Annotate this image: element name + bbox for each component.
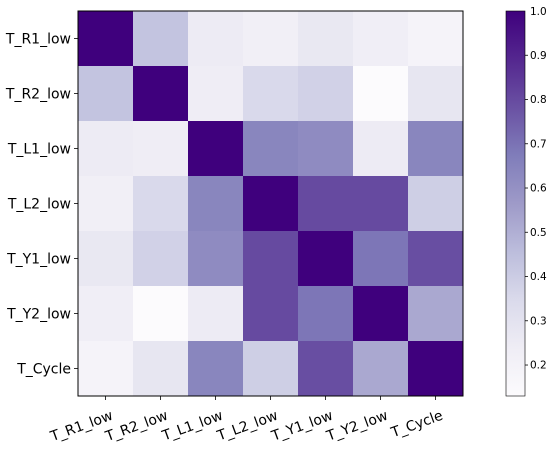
heatmap-cell-r2-c5	[353, 121, 409, 177]
heatmap-cell-r5-c5	[353, 286, 409, 342]
heatmap-cell-r5-c6	[408, 286, 464, 342]
row-label: T_R2_low	[5, 87, 71, 103]
heatmap-cell-r0-c0	[78, 11, 134, 67]
colorbar-tick-label: 0.4	[530, 271, 547, 283]
heatmap-cell-r1-c2	[188, 66, 244, 122]
heatmap-cell-r5-c3	[243, 286, 299, 342]
colorbar-top-label: 1.0	[530, 6, 547, 18]
colorbar-tick-label: 0.2	[530, 360, 547, 372]
row-label: T_L1_low	[7, 142, 71, 158]
heatmap-cell-r5-c2	[188, 286, 244, 342]
colorbar-tick-label: 0.5	[530, 227, 547, 239]
heatmap-cell-r4-c4	[298, 231, 354, 287]
row-label: T_Y1_low	[6, 252, 71, 268]
colorbar-tick-label: 0.6	[530, 183, 547, 195]
heatmap-cells	[78, 11, 464, 397]
heatmap-cell-r2-c1	[133, 121, 189, 177]
row-label: T_Y2_low	[6, 307, 71, 323]
heatmap-cell-r5-c4	[298, 286, 354, 342]
colorbar-tick-label: 0.9	[530, 50, 547, 62]
column-label: T_Y2_low	[324, 408, 390, 445]
column-label: T_L1_low	[159, 408, 225, 445]
heatmap-cell-r6-c2	[188, 341, 244, 397]
heatmap-cell-r1-c1	[133, 66, 189, 122]
heatmap-cell-r6-c0	[78, 341, 134, 397]
heatmap-cell-r0-c2	[188, 11, 244, 67]
row-label: T_Cycle	[16, 362, 71, 378]
heatmap-cell-r0-c6	[408, 11, 464, 67]
heatmap-cell-r3-c0	[78, 176, 134, 232]
column-label: T_R1_low	[48, 408, 116, 446]
heatmap-cell-r3-c6	[408, 176, 464, 232]
column-labels: T_R1_lowT_R2_lowT_L1_lowT_L2_lowT_Y1_low…	[48, 396, 445, 446]
heatmap-cell-r6-c1	[133, 341, 189, 397]
heatmap-cell-r5-c1	[133, 286, 189, 342]
heatmap-cell-r1-c4	[298, 66, 354, 122]
colorbar: 0.2 0.3 0.4 0.5 0.6 0.7 0.8 0.9 1.0	[505, 6, 547, 397]
heatmap-cell-r1-c0	[78, 66, 134, 122]
row-labels: T_R1_low T_R2_low T_L1_low T_L2_low T_Y1_low…	[5, 32, 78, 378]
row-label: T_L2_low	[7, 197, 71, 213]
heatmap-cell-r4-c3	[243, 231, 299, 287]
heatmap-cell-r4-c1	[133, 231, 189, 287]
heatmap-cell-r6-c5	[353, 341, 409, 397]
heatmap-cell-r1-c6	[408, 66, 464, 122]
heatmap-cell-r2-c6	[408, 121, 464, 177]
heatmap-cell-r0-c5	[353, 11, 409, 67]
heatmap-cell-r4-c5	[353, 231, 409, 287]
row-label: T_R1_low	[5, 32, 71, 48]
heatmap-cell-r0-c3	[243, 11, 299, 67]
heatmap-cell-r3-c1	[133, 176, 189, 232]
heatmap-cell-r2-c3	[243, 121, 299, 177]
heatmap-cell-r6-c4	[298, 341, 354, 397]
heatmap-cell-r1-c3	[243, 66, 299, 122]
heatmap-cell-r2-c4	[298, 121, 354, 177]
heatmap-cell-r4-c2	[188, 231, 244, 287]
heatmap-cell-r3-c2	[188, 176, 244, 232]
colorbar-strip	[505, 10, 526, 397]
colorbar-ticks: 0.2 0.3 0.4 0.5 0.6 0.7 0.8 0.9	[525, 50, 547, 372]
heatmap-cell-r3-c5	[353, 176, 409, 232]
heatmap-cell-r6-c6	[408, 341, 464, 397]
colorbar-tick-label: 0.7	[530, 138, 547, 150]
heatmap-cell-r3-c3	[243, 176, 299, 232]
heatmap-cell-r4-c0	[78, 231, 134, 287]
heatmap-cell-r2-c2	[188, 121, 244, 177]
column-label: T_R2_low	[103, 408, 171, 446]
heatmap-cell-r6-c3	[243, 341, 299, 397]
heatmap-cell-r3-c4	[298, 176, 354, 232]
heatmap-cell-r2-c0	[78, 121, 134, 177]
column-label: T_Y1_low	[269, 408, 335, 445]
colorbar-tick-label: 0.8	[530, 94, 547, 106]
heatmap-cell-r5-c0	[78, 286, 134, 342]
column-label: T_Cycle	[388, 408, 445, 442]
colorbar-tick-label: 0.3	[530, 315, 547, 327]
heatmap-cell-r0-c1	[133, 11, 189, 67]
heatmap-cell-r4-c6	[408, 231, 464, 287]
heatmap-cell-r1-c5	[353, 66, 409, 122]
column-label: T_L2_low	[214, 408, 280, 445]
heatmap-cell-r0-c4	[298, 11, 354, 67]
